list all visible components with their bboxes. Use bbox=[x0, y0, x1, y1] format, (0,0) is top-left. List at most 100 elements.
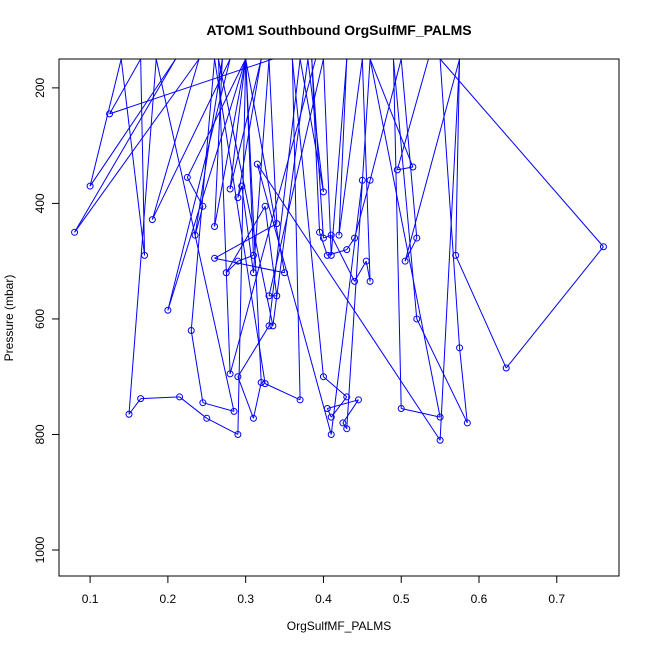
x-tick-label: 0.3 bbox=[237, 592, 254, 606]
series-segment bbox=[214, 58, 247, 227]
data-point bbox=[343, 393, 351, 401]
data-point bbox=[261, 380, 269, 388]
x-tick-label: 0.7 bbox=[548, 592, 565, 606]
series-segment bbox=[237, 185, 243, 198]
series-segment bbox=[225, 206, 266, 273]
series-segment bbox=[186, 58, 247, 178]
data-point bbox=[327, 413, 335, 421]
data-point bbox=[273, 292, 281, 300]
series-segment bbox=[264, 206, 278, 296]
data-point bbox=[125, 410, 133, 418]
series-segment bbox=[330, 180, 363, 435]
data-point bbox=[106, 110, 114, 118]
data-point bbox=[164, 306, 172, 314]
data-point bbox=[211, 223, 219, 231]
series-segment bbox=[229, 58, 247, 190]
series-segment bbox=[245, 58, 262, 383]
series-segment bbox=[354, 180, 371, 239]
data-point bbox=[343, 246, 351, 254]
series-segment bbox=[128, 58, 157, 415]
series-segment bbox=[299, 58, 324, 192]
series-segment bbox=[311, 58, 324, 239]
data-point bbox=[366, 277, 374, 285]
series-segment bbox=[346, 237, 355, 250]
series-segment bbox=[404, 58, 461, 262]
x-tick-label: 0.5 bbox=[393, 592, 410, 606]
y-tick-label: 200 bbox=[33, 78, 47, 98]
data-point bbox=[238, 182, 246, 190]
data-point bbox=[366, 176, 374, 184]
series-segment bbox=[151, 58, 200, 220]
data-point bbox=[199, 202, 207, 210]
series-segment bbox=[338, 58, 348, 236]
data-point bbox=[261, 202, 269, 210]
data-point bbox=[203, 414, 211, 422]
data-point bbox=[281, 269, 289, 277]
data-point bbox=[413, 315, 421, 323]
data-point bbox=[191, 231, 199, 239]
data-point bbox=[230, 407, 238, 415]
data-point bbox=[234, 257, 242, 265]
series-segment bbox=[369, 58, 441, 418]
series-segment bbox=[326, 408, 332, 418]
x-axis-label: OrgSulfMF_PALMS bbox=[287, 619, 391, 633]
data-point bbox=[249, 269, 257, 277]
data-point bbox=[436, 413, 444, 421]
series-segment bbox=[89, 58, 122, 187]
data-point bbox=[351, 277, 359, 285]
data-point bbox=[351, 234, 359, 242]
series-segment bbox=[190, 330, 204, 403]
y-tick-label: 600 bbox=[33, 309, 47, 329]
y-axis: 200 400 600 800 1000 bbox=[33, 78, 60, 563]
data-point bbox=[327, 430, 335, 438]
series-segment bbox=[369, 58, 402, 181]
series-segment bbox=[155, 58, 235, 412]
data-point bbox=[253, 160, 261, 168]
data-point bbox=[222, 269, 230, 277]
data-point bbox=[354, 396, 362, 404]
series-segment bbox=[338, 58, 363, 236]
data-point bbox=[234, 373, 242, 381]
series-segment bbox=[416, 318, 468, 424]
data-point bbox=[339, 419, 347, 427]
series-segment bbox=[190, 58, 216, 331]
series-segment bbox=[237, 325, 270, 377]
data-point bbox=[319, 188, 327, 196]
series-segment bbox=[214, 58, 223, 227]
data-point bbox=[176, 393, 184, 401]
x-axis: 0.1 0.2 0.3 0.4 0.5 0.6 0.7 bbox=[82, 575, 565, 606]
data-point bbox=[452, 251, 460, 259]
series-segment bbox=[361, 58, 371, 282]
series-segment bbox=[455, 255, 507, 369]
data-point bbox=[393, 166, 401, 174]
data-point bbox=[436, 436, 444, 444]
y-tick-label: 400 bbox=[33, 193, 47, 213]
x-tick-label: 0.4 bbox=[315, 592, 332, 606]
x-tick-label: 0.1 bbox=[82, 592, 99, 606]
data-point bbox=[265, 292, 273, 300]
data-point bbox=[86, 182, 94, 190]
data-point bbox=[269, 322, 277, 330]
data-point bbox=[343, 425, 351, 433]
data-point bbox=[323, 404, 331, 412]
series-segment bbox=[202, 402, 235, 412]
data-point bbox=[319, 234, 327, 242]
data-point bbox=[249, 414, 257, 422]
data-point bbox=[273, 220, 281, 228]
series-segment bbox=[401, 407, 441, 418]
y-tick-label: 800 bbox=[33, 424, 47, 444]
series-segment bbox=[217, 58, 274, 326]
series-segment bbox=[268, 58, 278, 224]
data-point bbox=[463, 419, 471, 427]
series-segment bbox=[74, 58, 200, 233]
data-point bbox=[358, 176, 366, 184]
series-segment bbox=[346, 58, 371, 429]
series-segment bbox=[252, 382, 262, 419]
series-segment bbox=[322, 58, 332, 256]
series-segment bbox=[167, 58, 247, 311]
series-segment bbox=[392, 58, 402, 409]
series-segment bbox=[237, 58, 247, 435]
series-segment bbox=[323, 376, 348, 398]
data-point bbox=[502, 364, 510, 372]
